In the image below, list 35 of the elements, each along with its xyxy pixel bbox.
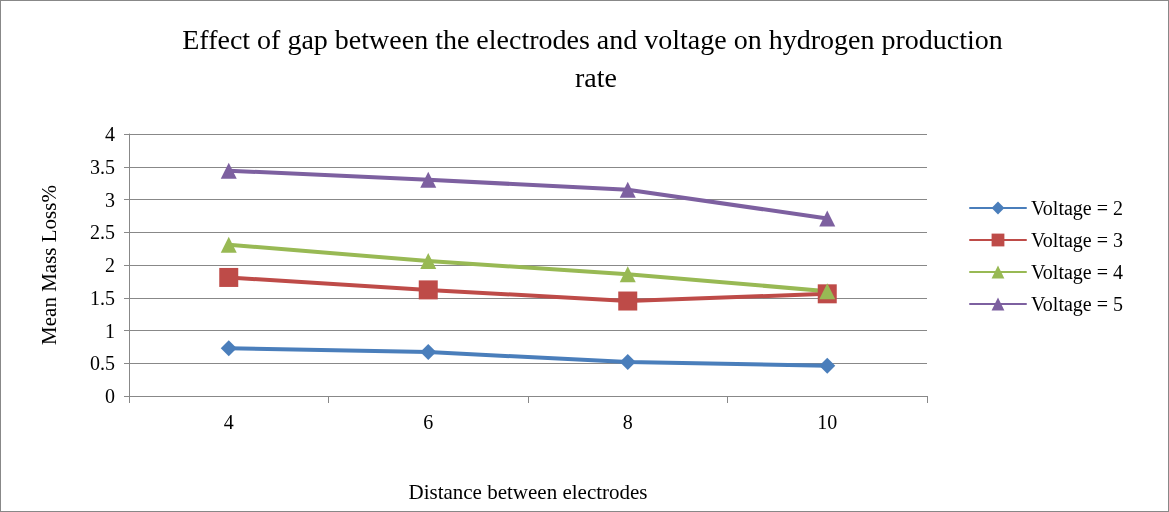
y-tick-label: 3.5: [90, 155, 115, 178]
point: [619, 266, 636, 283]
point: [420, 171, 437, 188]
point: [220, 340, 237, 357]
point: [819, 210, 836, 227]
y-tick-label: 3: [105, 188, 115, 211]
point: [220, 162, 237, 179]
point: [619, 353, 636, 370]
y-tick-label: 0: [105, 385, 115, 407]
x-tick-label: 10: [817, 411, 838, 433]
point: [420, 344, 437, 361]
y-tick-label: 2.5: [90, 221, 115, 244]
point: [618, 291, 638, 311]
legend-label: Voltage = 3: [1030, 229, 1123, 252]
legend-label: Voltage = 5: [1030, 293, 1123, 316]
legend-label: Voltage = 2: [1030, 197, 1123, 220]
y-tick-label: 4: [105, 123, 115, 145]
x-tick-label: 4: [223, 411, 234, 433]
point: [420, 253, 437, 270]
x-tick-label: 8: [622, 411, 633, 433]
chart-title: Effect of gap between the electrodes and voltage on hydrogen production rate: [182, 23, 1010, 93]
point: [220, 236, 237, 253]
point: [219, 267, 239, 287]
point: [819, 357, 836, 374]
y-tick-label: 0.5: [90, 352, 115, 375]
y-tick-label: 1.5: [90, 286, 115, 309]
point: [619, 181, 636, 198]
x-axis-title: Distance between electrodes: [408, 479, 648, 504]
y-tick-label: 2: [105, 254, 115, 276]
legend-label: Voltage = 4: [1030, 261, 1123, 284]
y-tick-label: 1: [105, 319, 115, 342]
y-axis-title: Mean Mass Loss%: [36, 185, 61, 345]
x-tick-label: 6: [423, 411, 434, 433]
point: [418, 280, 438, 300]
point: [819, 283, 836, 300]
